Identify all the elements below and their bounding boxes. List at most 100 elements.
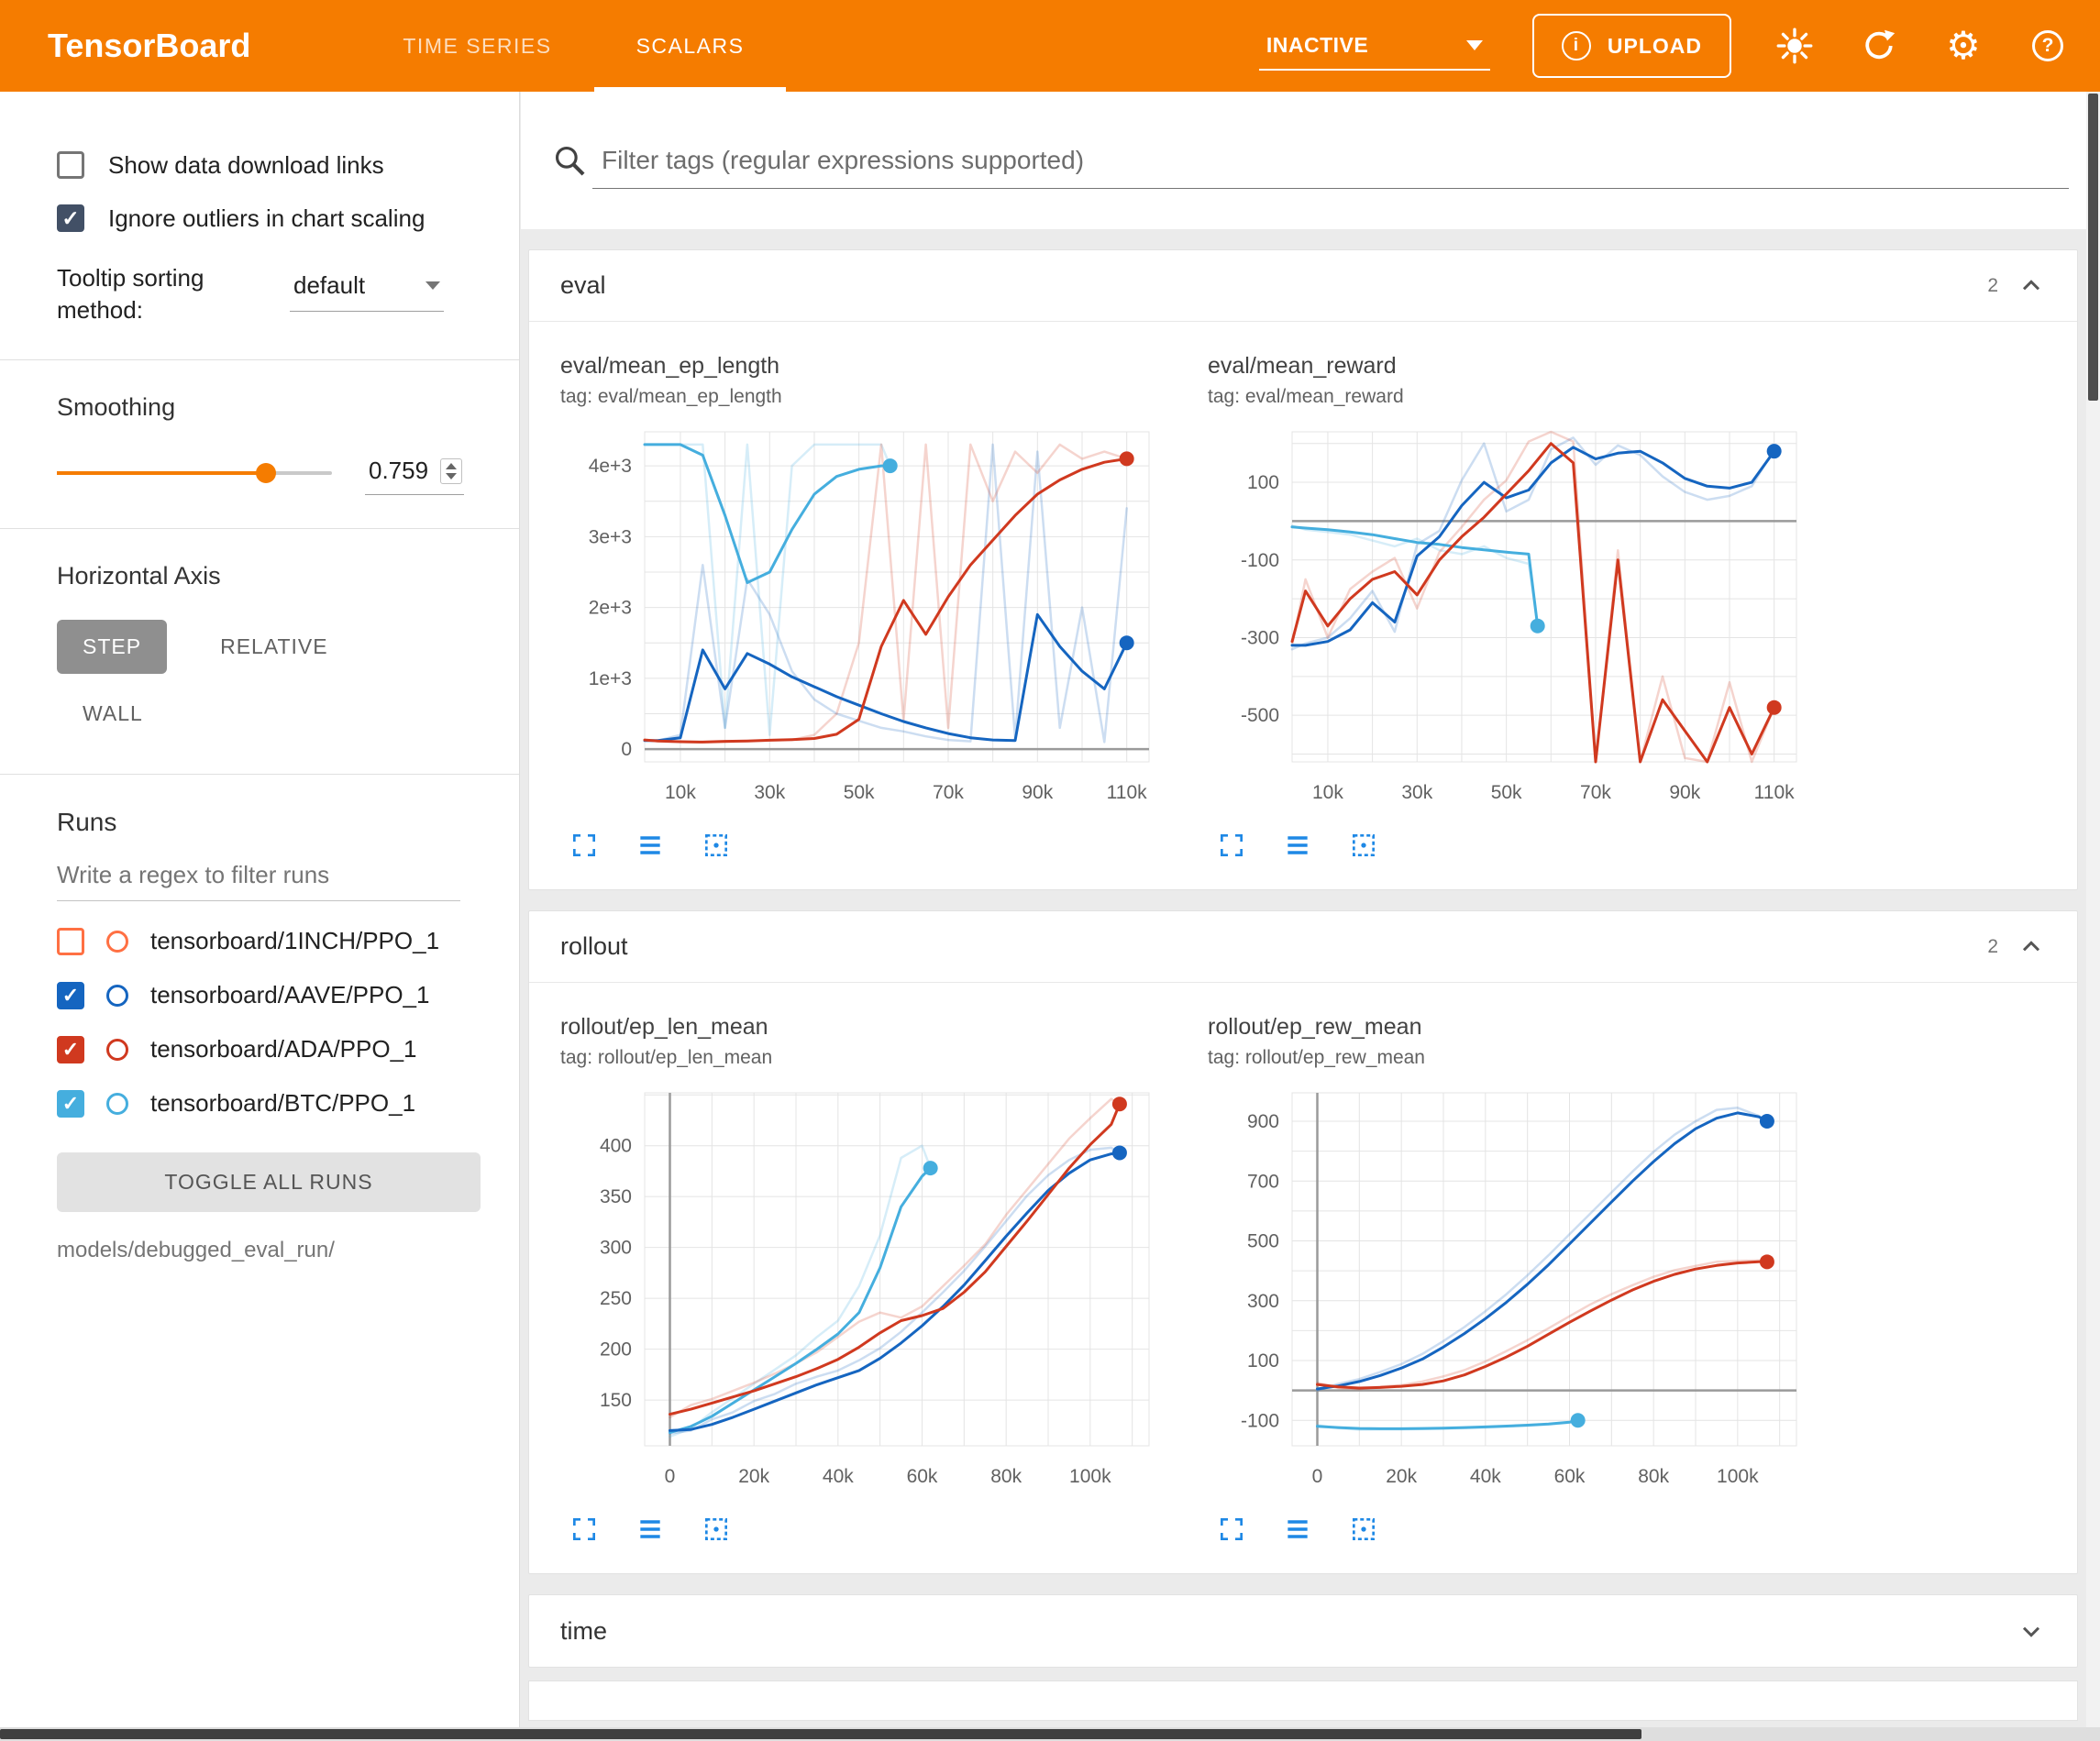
section-title: time: [560, 1616, 608, 1645]
stepper-down-icon[interactable]: [446, 472, 457, 479]
run-row-btc[interactable]: tensorboard/BTC/PPO_1: [57, 1076, 486, 1130]
view-data-icon[interactable]: [1283, 1515, 1312, 1544]
run-label: tensorboard/BTC/PPO_1: [150, 1089, 416, 1118]
vertical-scrollbar[interactable]: [2086, 92, 2100, 1727]
fit-domain-icon[interactable]: [1349, 1515, 1378, 1544]
section-title: eval: [560, 271, 606, 299]
expand-chart-icon[interactable]: [569, 1515, 599, 1544]
search-icon: [552, 143, 587, 178]
horizontal-scrollbar-thumb[interactable]: [0, 1729, 1641, 1739]
line-chart[interactable]: 0 20k 40k 60k 80k 100k 150 200 250 300 350 400: [557, 1078, 1162, 1495]
svg-text:0: 0: [1312, 1466, 1323, 1487]
svg-text:70k: 70k: [933, 782, 964, 803]
chart-tag: tag: eval/mean_ep_length: [560, 386, 782, 407]
upload-button[interactable]: i UPLOAD: [1531, 14, 1731, 78]
svg-text:2e+3: 2e+3: [589, 598, 632, 619]
chevron-down-icon[interactable]: [2017, 1616, 2046, 1646]
line-chart[interactable]: 0 20k 40k 60k 80k 100k -100 100 300 500 700 900: [1204, 1078, 1809, 1495]
svg-text:-300: -300: [1241, 627, 1279, 648]
divider: [0, 528, 519, 530]
chart-title: eval/mean_reward: [1208, 353, 1397, 379]
fit-domain-icon[interactable]: [1349, 831, 1378, 860]
main-content: eval 2 eval/mean_ep_length tag: eval/mea…: [521, 92, 2100, 1741]
svg-text:90k: 90k: [1669, 782, 1700, 803]
show-download-checkbox[interactable]: [57, 151, 84, 179]
svg-text:-500: -500: [1241, 705, 1279, 726]
section-header-eval[interactable]: eval 2: [529, 250, 2077, 322]
tooltip-sorting-dropdown[interactable]: default: [290, 262, 444, 312]
section-header-time[interactable]: time: [529, 1595, 2077, 1667]
run-label: tensorboard/AAVE/PPO_1: [150, 981, 430, 1009]
svg-text:-100: -100: [1241, 550, 1279, 571]
tab-scalars[interactable]: SCALARS: [593, 0, 787, 92]
run-row-1inch[interactable]: tensorboard/1INCH/PPO_1: [57, 914, 486, 968]
runs-directory-path: models/debugged_eval_run/: [57, 1238, 335, 1263]
svg-text:100: 100: [1247, 472, 1279, 493]
svg-text:0: 0: [665, 1466, 676, 1487]
tab-time-series[interactable]: TIME SERIES: [403, 33, 552, 58]
smoothing-value-input[interactable]: 0.759: [365, 451, 464, 496]
svg-text:100: 100: [1247, 1350, 1279, 1372]
stepper-up-icon[interactable]: [446, 462, 457, 469]
svg-text:3e+3: 3e+3: [589, 526, 632, 547]
vertical-scrollbar-thumb[interactable]: [2088, 94, 2098, 401]
svg-text:40k: 40k: [823, 1466, 854, 1487]
status-dropdown[interactable]: INACTIVE: [1258, 22, 1490, 71]
chevron-down-icon: [1465, 39, 1483, 50]
help-icon[interactable]: ?: [2027, 25, 2069, 67]
svg-text:50k: 50k: [844, 782, 875, 803]
chart-tag: tag: rollout/ep_len_mean: [560, 1047, 773, 1068]
expand-chart-icon[interactable]: [1217, 831, 1246, 860]
filter-tags-input[interactable]: [592, 132, 2069, 189]
smoothing-slider-thumb[interactable]: [256, 463, 276, 484]
run-color-indicator: [106, 930, 128, 953]
show-download-links-row[interactable]: Show data download links: [57, 143, 486, 187]
svg-text:80k: 80k: [990, 1466, 1022, 1487]
chart-rollout-ep-rew-mean: rollout/ep_rew_mean tag: rollout/ep_rew_…: [1204, 1014, 1851, 1559]
view-data-icon[interactable]: [1283, 831, 1312, 860]
ignore-outliers-checkbox[interactable]: [57, 204, 84, 232]
smoothing-stepper[interactable]: [440, 457, 462, 484]
axis-relative-button[interactable]: RELATIVE: [220, 634, 328, 659]
svg-text:350: 350: [600, 1186, 632, 1207]
view-data-icon[interactable]: [636, 1515, 665, 1544]
svg-text:20k: 20k: [1386, 1466, 1417, 1487]
line-chart[interactable]: 10k 30k 50k 70k 90k 110k 0 1e+3 2e+3 3e+3 4e+3: [557, 417, 1162, 811]
svg-text:80k: 80k: [1638, 1466, 1669, 1487]
run-checkbox[interactable]: [57, 1089, 84, 1118]
fit-domain-icon[interactable]: [702, 1515, 731, 1544]
svg-text:500: 500: [1247, 1231, 1279, 1252]
ignore-outliers-row[interactable]: Ignore outliers in chart scaling: [57, 196, 486, 240]
app-header: TensorBoard TIME SERIES SCALARS INACTIVE…: [0, 0, 2100, 92]
expand-chart-icon[interactable]: [1217, 1515, 1246, 1544]
fit-domain-icon[interactable]: [702, 831, 731, 860]
chevron-up-icon[interactable]: [2017, 271, 2046, 301]
svg-text:50k: 50k: [1491, 782, 1522, 803]
tooltip-sorting-label: Tooltip sorting method:: [57, 264, 204, 325]
horizontal-scrollbar[interactable]: [0, 1727, 2100, 1741]
runs-filter-input[interactable]: [57, 850, 460, 902]
chart-title: eval/mean_ep_length: [560, 353, 780, 379]
axis-step-button[interactable]: STEP: [57, 620, 168, 675]
axis-wall-button[interactable]: WALL: [83, 701, 143, 726]
run-color-indicator: [106, 1038, 128, 1061]
expand-chart-icon[interactable]: [569, 831, 599, 860]
refresh-icon[interactable]: [1858, 25, 1900, 67]
settings-gear-icon[interactable]: ⚙: [1946, 24, 1981, 67]
smoothing-slider[interactable]: [57, 463, 332, 484]
view-data-icon[interactable]: [636, 831, 665, 860]
run-checkbox[interactable]: [57, 1035, 84, 1063]
chevron-up-icon[interactable]: [2017, 932, 2046, 962]
toggle-all-runs-button[interactable]: TOGGLE ALL RUNS: [57, 1152, 481, 1213]
settings-sidebar: Show data download links Ignore outliers…: [0, 92, 520, 1741]
svg-text:60k: 60k: [907, 1466, 938, 1487]
run-row-aave[interactable]: tensorboard/AAVE/PPO_1: [57, 968, 486, 1022]
brightness-icon[interactable]: [1774, 25, 1816, 67]
line-chart[interactable]: 10k 30k 50k 70k 90k 110k 100 -100 -300 -500: [1204, 417, 1809, 811]
run-checkbox[interactable]: [57, 981, 84, 1009]
tooltip-sorting-value: default: [293, 271, 366, 299]
run-checkbox[interactable]: [57, 927, 84, 955]
section-header-rollout[interactable]: rollout 2: [529, 911, 2077, 983]
chart-eval-mean-reward: eval/mean_reward tag: eval/mean_reward 1…: [1204, 353, 1851, 875]
run-row-ada[interactable]: tensorboard/ADA/PPO_1: [57, 1022, 486, 1076]
